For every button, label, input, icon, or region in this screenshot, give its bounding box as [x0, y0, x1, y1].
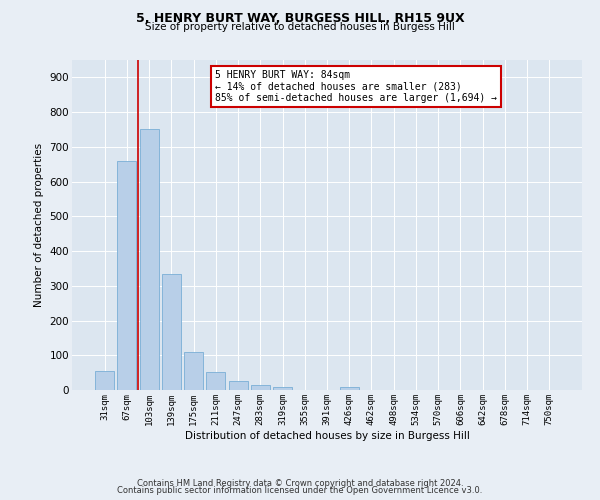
Bar: [229, 382, 248, 390]
Bar: [184, 352, 203, 390]
Bar: [251, 385, 270, 390]
Text: Size of property relative to detached houses in Burgess Hill: Size of property relative to detached ho…: [145, 22, 455, 32]
Bar: [340, 386, 359, 390]
Y-axis label: Number of detached properties: Number of detached properties: [34, 143, 44, 307]
Bar: [206, 372, 225, 390]
Text: 5 HENRY BURT WAY: 84sqm
← 14% of detached houses are smaller (283)
85% of semi-d: 5 HENRY BURT WAY: 84sqm ← 14% of detache…: [215, 70, 497, 103]
Bar: [95, 371, 114, 390]
Bar: [162, 274, 181, 390]
Text: Contains public sector information licensed under the Open Government Licence v3: Contains public sector information licen…: [118, 486, 482, 495]
Bar: [273, 386, 292, 390]
Bar: [140, 130, 158, 390]
Bar: [118, 160, 136, 390]
X-axis label: Distribution of detached houses by size in Burgess Hill: Distribution of detached houses by size …: [185, 430, 469, 440]
Text: Contains HM Land Registry data © Crown copyright and database right 2024.: Contains HM Land Registry data © Crown c…: [137, 478, 463, 488]
Text: 5, HENRY BURT WAY, BURGESS HILL, RH15 9UX: 5, HENRY BURT WAY, BURGESS HILL, RH15 9U…: [136, 12, 464, 26]
